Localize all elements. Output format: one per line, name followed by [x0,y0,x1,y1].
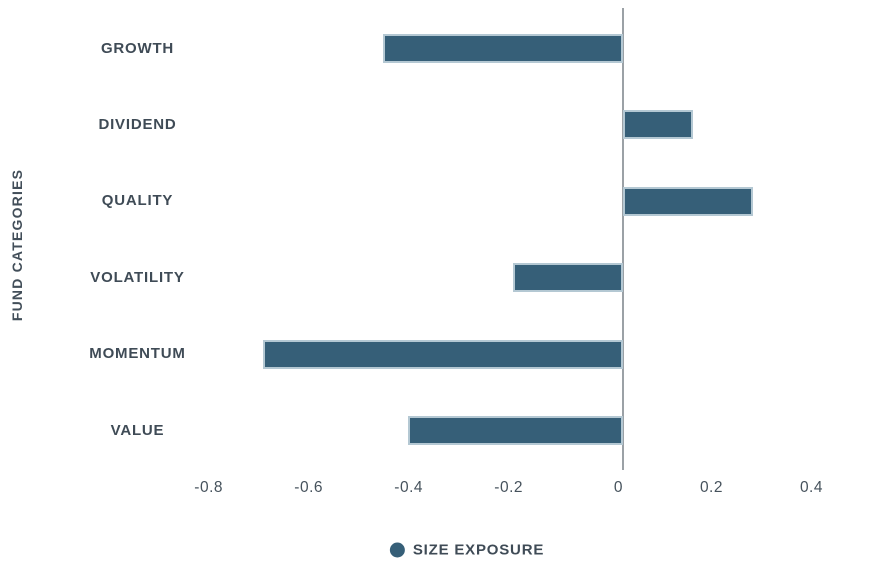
category-label-volatility: VOLATILITY [90,268,185,286]
y-axis-label: FUND CATEGORIES [9,168,25,322]
legend-series-dot-icon [389,542,405,558]
legend: SIZE EXPOSURE [389,541,545,559]
legend-series-label: SIZE EXPOSURE [412,541,545,559]
zero-axis-line [622,8,624,470]
bar-growth [383,34,623,63]
category-label-momentum: MOMENTUM [89,345,186,363]
category-label-value: VALUE [110,421,165,439]
bar-value [408,416,623,445]
category-label-dividend: DIVIDEND [98,115,177,133]
x-tick-label--0.4: -0.4 [394,479,423,496]
category-label-growth: GROWTH [100,39,175,57]
x-tick-label--0.8: -0.8 [194,479,223,496]
bar-momentum [263,339,623,369]
x-tick-label-0.4: 0.4 [799,479,823,496]
x-tick-label--0.6: -0.6 [294,479,323,496]
bar-quality [623,186,753,216]
bar-volatility [513,263,623,293]
bar-dividend [623,110,693,140]
x-tick-label--0.2: -0.2 [494,479,523,496]
category-label-quality: QUALITY [101,192,174,210]
x-tick-label-0: 0 [613,479,623,496]
x-tick-label-0.2: 0.2 [699,479,723,496]
